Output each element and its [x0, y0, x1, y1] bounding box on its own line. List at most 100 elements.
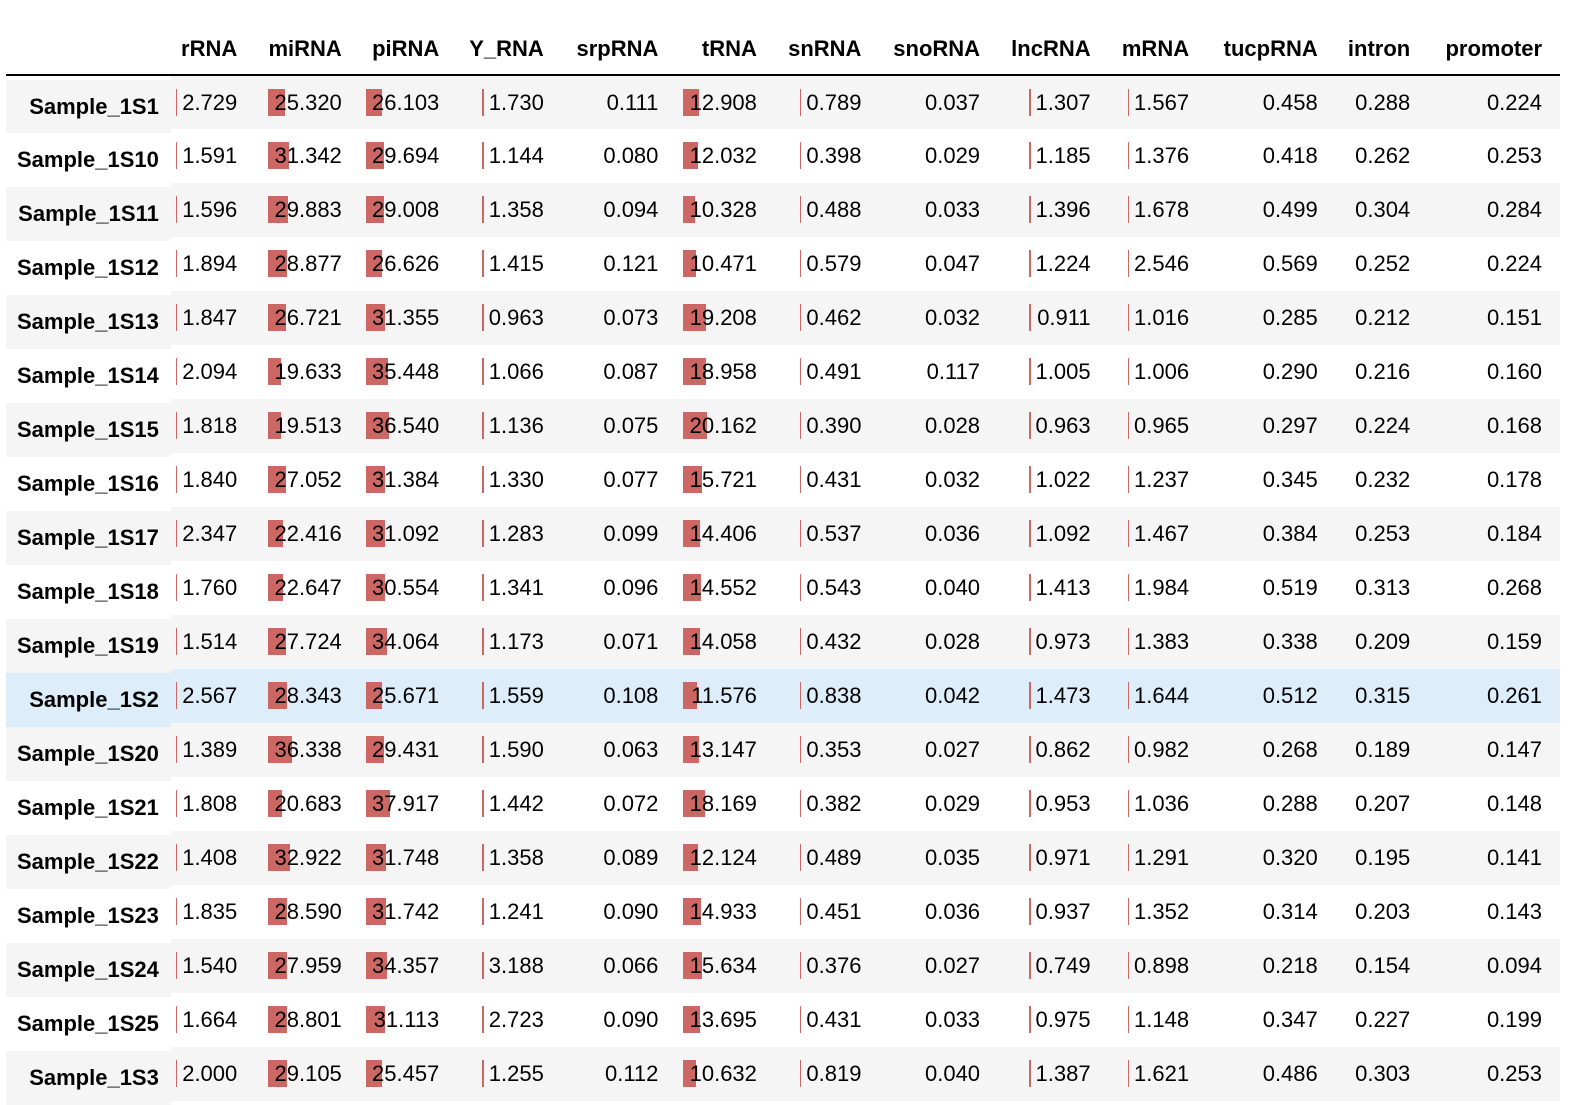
cell-mrna: 1.984 [1109, 561, 1208, 615]
cell-mirna: 27.959 [255, 939, 360, 993]
table-row[interactable]: Sample_1S10 1.591 31.342 29.694 1.144 0.080 12… [6, 129, 1560, 183]
cell-value: 34.357 [372, 953, 440, 978]
cell-promoter: 0.151 [1428, 291, 1560, 345]
cell-value: 1.408 [182, 845, 238, 870]
data-bar [482, 790, 484, 817]
table-row[interactable]: Sample_1S24 1.540 27.959 34.357 3.188 0.066 15… [6, 939, 1560, 993]
data-bar [175, 304, 178, 331]
data-bar [683, 952, 702, 979]
data-bar [482, 898, 484, 925]
cell-mrna: 1.644 [1109, 669, 1208, 723]
cell-srprna: 0.111 [562, 75, 677, 129]
cell-value: 1.847 [182, 305, 238, 330]
cell-value: 1.473 [1035, 683, 1091, 708]
cell-lncrna: 1.005 [998, 345, 1109, 399]
cell-pirna: 29.694 [360, 129, 458, 183]
cell-value: 0.261 [1486, 683, 1542, 708]
data-bar [799, 358, 802, 385]
table-row[interactable]: Sample_1S21 1.808 20.683 37.917 1.442 0.072 18… [6, 777, 1560, 831]
table-row[interactable]: Sample_1S20 1.389 36.338 29.431 1.590 0.063 13… [6, 723, 1560, 777]
cell-value: 10.328 [689, 197, 757, 222]
row-label: Sample_1S12 [16, 255, 159, 280]
cell-pirna: 26.626 [360, 237, 458, 291]
data-bar [1127, 898, 1130, 925]
cell-srprna: 0.072 [562, 777, 677, 831]
cell-value: 0.963 [488, 305, 544, 330]
cell-intron: 0.313 [1336, 561, 1428, 615]
cell-value: 0.303 [1355, 1061, 1411, 1086]
cell-value: 0.094 [1486, 953, 1542, 978]
data-bar [268, 790, 282, 817]
cell-value: 1.730 [488, 89, 544, 115]
cell-y-rna: 1.066 [457, 345, 562, 399]
cell-value: 1.291 [1134, 845, 1190, 870]
row-label: Sample_1S18 [16, 579, 159, 604]
data-bar [799, 250, 802, 277]
cell-y-rna: 1.442 [457, 777, 562, 831]
cell-intron: 0.227 [1336, 993, 1428, 1047]
cell-srprna: 0.099 [562, 507, 677, 561]
data-bar [1127, 358, 1130, 385]
data-bar [482, 682, 484, 709]
cell-mrna: 1.376 [1109, 129, 1208, 183]
data-bar [365, 358, 389, 385]
table-row[interactable]: Sample_1S14 2.094 19.633 35.448 1.066 0.087 18… [6, 345, 1560, 399]
cell-value: 31.748 [372, 845, 440, 870]
cell-y-rna: 1.144 [457, 129, 562, 183]
cell-lncrna: 0.971 [998, 831, 1109, 885]
data-bar [482, 736, 484, 763]
cell-y-rna: 1.415 [457, 237, 562, 291]
cell-value: 14.406 [689, 521, 757, 546]
cell-srprna: 0.063 [562, 723, 677, 777]
table-row[interactable]: Sample_1S19 1.514 27.724 34.064 1.173 0.071 14… [6, 615, 1560, 669]
data-bar [683, 520, 701, 547]
table-row[interactable]: Sample_1S18 1.760 22.647 30.554 1.341 0.096 14… [6, 561, 1560, 615]
cell-pirna: 31.355 [360, 291, 458, 345]
data-bar [175, 250, 178, 277]
cell-mrna: 0.982 [1109, 723, 1208, 777]
cell-srprna: 0.071 [562, 615, 677, 669]
data-bar [1029, 412, 1031, 439]
table-row[interactable]: Sample_1S23 1.835 28.590 31.742 1.241 0.090 14… [6, 885, 1560, 939]
table-row[interactable]: Sample_1S22 1.408 32.922 31.748 1.358 0.089 12… [6, 831, 1560, 885]
table-row[interactable]: Sample_1S2 2.567 28.343 25.671 1.559 0.108 11.… [6, 669, 1560, 723]
cell-value: 0.216 [1355, 359, 1411, 384]
cell-value: 0.284 [1486, 197, 1542, 222]
cell-value: 0.268 [1262, 737, 1318, 762]
cell-value: 1.894 [182, 251, 238, 276]
cell-snorna: 0.035 [879, 831, 998, 885]
cell-value: 1.664 [182, 1007, 238, 1032]
data-bar [799, 304, 802, 331]
table-row[interactable]: Sample_1S25 1.664 28.801 31.113 2.723 0.090 13… [6, 993, 1560, 1047]
cell-value: 0.937 [1035, 899, 1091, 924]
data-bar [365, 952, 388, 979]
table-row[interactable]: Sample_1S11 1.596 29.883 29.008 1.358 0.094 10… [6, 183, 1560, 237]
table-row[interactable]: Sample_1S13 1.847 26.721 31.355 0.963 0.073 19… [6, 291, 1560, 345]
row-label: Sample_1S14 [16, 363, 159, 388]
table-row[interactable]: Sample_1S12 1.894 28.877 26.626 1.415 0.121 10… [6, 237, 1560, 291]
data-bar [1127, 1060, 1130, 1087]
table-row[interactable]: Sample_1S15 1.818 19.513 36.540 1.136 0.075 20… [6, 399, 1560, 453]
cell-intron: 0.288 [1336, 75, 1428, 129]
cell-value: 2.567 [182, 683, 238, 708]
cell-srprna: 0.112 [562, 1047, 677, 1101]
data-bar [683, 1006, 700, 1033]
data-bar [268, 250, 288, 277]
cell-rrna: 2.567 [171, 669, 255, 723]
cell-value: 1.591 [182, 143, 238, 168]
cell-value: 1.358 [488, 845, 544, 870]
cell-promoter: 0.253 [1428, 129, 1560, 183]
table-row[interactable]: Sample_1S16 1.840 27.052 31.384 1.330 0.077 15… [6, 453, 1560, 507]
table-row[interactable]: Sample_1S3 2.000 29.105 25.457 1.255 0.112 10.… [6, 1047, 1560, 1101]
data-bar [799, 682, 802, 709]
cell-value: 1.559 [488, 683, 544, 708]
table-row[interactable]: Sample_1S1 2.729 25.320 26.103 1.730 0.111 12.… [6, 75, 1560, 129]
cell-value: 0.203 [1355, 899, 1411, 924]
data-bar [175, 682, 178, 709]
table-row[interactable]: Sample_1S17 2.347 22.416 31.092 1.283 0.099 14… [6, 507, 1560, 561]
cell-value: 0.189 [1355, 737, 1411, 762]
cell-value: 0.224 [1355, 413, 1411, 438]
cell-value: 28.801 [274, 1007, 342, 1032]
cell-pirna: 31.092 [360, 507, 458, 561]
cell-value: 0.519 [1262, 575, 1318, 600]
